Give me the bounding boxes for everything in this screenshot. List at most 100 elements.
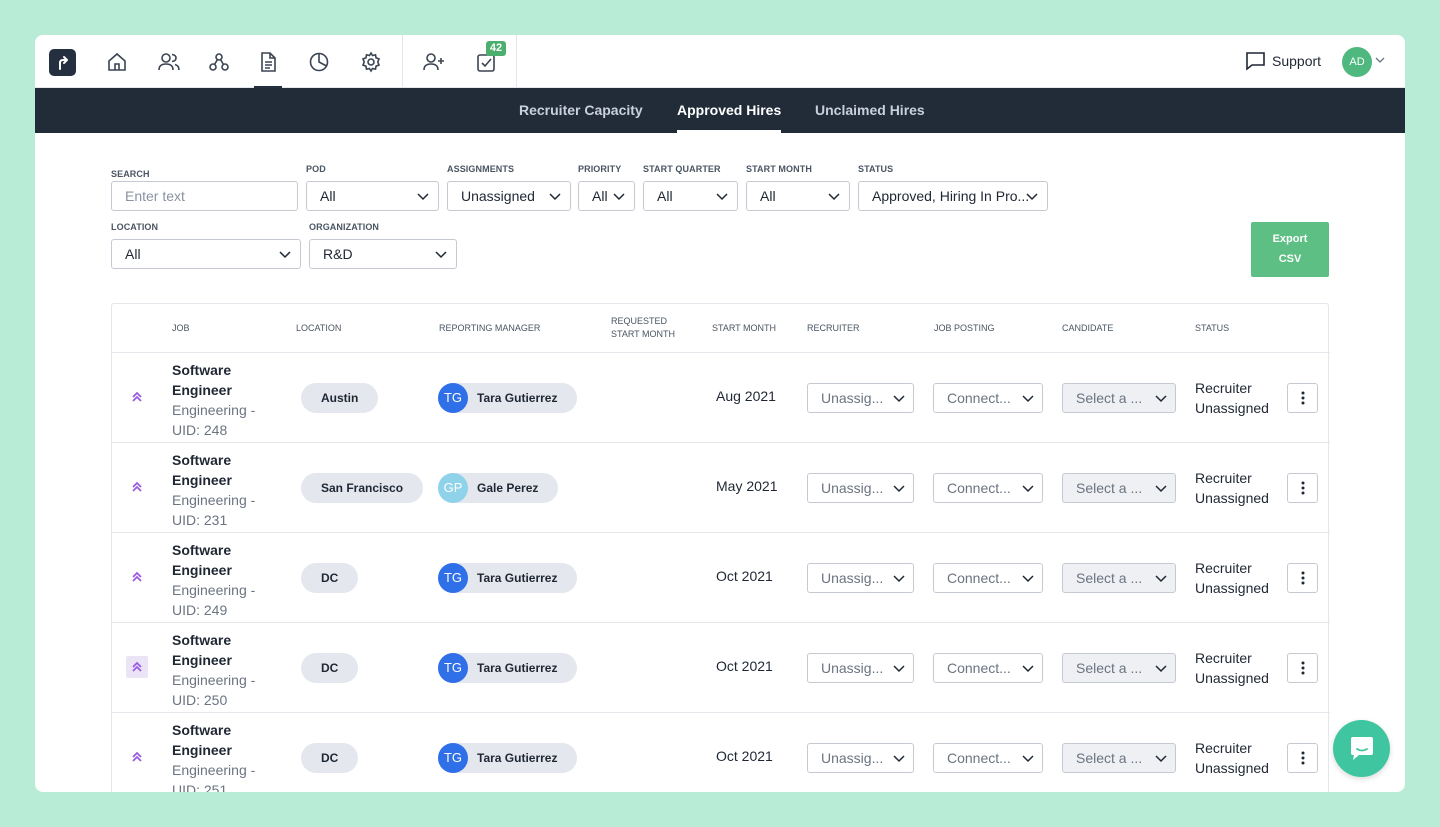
column-header-job-posting[interactable]: JOB POSTING [934, 322, 995, 333]
table-row[interactable]: Software Engineer Engineering - UID: 250… [112, 623, 1330, 713]
job-cell[interactable]: Software Engineer Engineering - UID: 251 [172, 720, 282, 792]
recruiter-select[interactable]: Unassig... [807, 653, 914, 683]
candidate-select[interactable]: Select a ... [1062, 653, 1176, 683]
candidate-value: Select a ... [1076, 570, 1143, 586]
column-header-candidate[interactable]: CANDIDATE [1062, 322, 1114, 333]
job-cell[interactable]: Software Engineer Engineering - UID: 231 [172, 450, 282, 530]
chevron-down-icon [613, 193, 625, 201]
start-month-select[interactable]: All [746, 181, 850, 211]
recruiter-select[interactable]: Unassig... [807, 563, 914, 593]
candidate-select[interactable]: Select a ... [1062, 473, 1176, 503]
candidate-select[interactable]: Select a ... [1062, 383, 1176, 413]
status-select[interactable]: Approved, Hiring In Pro... [858, 181, 1048, 211]
top-navigation: 42 Support AD [35, 35, 1405, 88]
start-quarter-select[interactable]: All [643, 181, 738, 211]
priority-high-icon[interactable] [126, 386, 148, 408]
column-header-status[interactable]: STATUS [1195, 322, 1230, 333]
recruiter-value: Unassig... [821, 570, 884, 586]
job-posting-select[interactable]: Connect... [933, 743, 1043, 773]
search-input[interactable]: Enter text [111, 181, 298, 211]
organization-select[interactable]: R&D [309, 239, 457, 269]
location-select[interactable]: All [111, 239, 301, 269]
recruiter-select[interactable]: Unassig... [807, 383, 914, 413]
candidate-value: Select a ... [1076, 660, 1143, 676]
header-divider [112, 352, 1330, 353]
job-title: Software [172, 632, 232, 648]
column-header-requested-start-month[interactable]: REQUESTED START MONTH [611, 304, 675, 352]
job-title: Engineer [172, 472, 232, 488]
job-posting-value: Connect... [947, 480, 1011, 496]
start-month-value: All [760, 188, 776, 204]
table-row[interactable]: Software Engineer Engineering - UID: 231… [112, 443, 1330, 533]
manager-pill: TG Tara Gutierrez [438, 383, 578, 413]
column-header-job[interactable]: JOB [172, 322, 190, 333]
document-icon[interactable] [254, 48, 282, 88]
pie-chart-icon[interactable] [305, 48, 333, 76]
priority-high-icon[interactable] [126, 656, 148, 678]
org-chart-icon[interactable] [205, 48, 233, 76]
priority-high-icon[interactable] [126, 746, 148, 768]
table-row[interactable]: Software Engineer Engineering - UID: 249… [112, 533, 1330, 623]
people-icon[interactable] [155, 48, 183, 76]
pod-select[interactable]: All [306, 181, 439, 211]
chevron-down-icon [435, 251, 447, 259]
manager-pill: GP Gale Perez [438, 473, 559, 503]
table-row[interactable]: Software Engineer Engineering - UID: 248… [112, 353, 1330, 443]
row-actions-button[interactable] [1287, 473, 1318, 503]
job-cell[interactable]: Software Engineer Engineering - UID: 248 [172, 360, 282, 440]
sub-navigation: Recruiter Capacity Approved Hires Unclai… [35, 88, 1405, 133]
row-actions-button[interactable] [1287, 383, 1318, 413]
job-title: Software [172, 452, 232, 468]
chevron-down-icon [716, 193, 728, 201]
status-line: Recruiter [1195, 650, 1252, 666]
status-cell: Recruiter Unassigned [1195, 468, 1269, 508]
manager-name: Tara Gutierrez [477, 751, 558, 765]
job-posting-select[interactable]: Connect... [933, 473, 1043, 503]
gear-icon[interactable] [357, 48, 385, 76]
kebab-menu-icon [1301, 481, 1304, 495]
job-posting-select[interactable]: Connect... [933, 563, 1043, 593]
tab-approved-hires[interactable]: Approved Hires [677, 88, 782, 133]
app-logo-icon[interactable] [49, 49, 76, 76]
job-posting-select[interactable]: Connect... [933, 653, 1043, 683]
priority-high-icon[interactable] [126, 566, 148, 588]
chevron-down-icon [1022, 575, 1034, 583]
header-line: REQUESTED [611, 316, 668, 326]
location-pill: DC [301, 653, 359, 683]
priority-high-icon[interactable] [126, 476, 148, 498]
home-icon[interactable] [103, 48, 131, 76]
column-header-recruiter[interactable]: RECRUITER [807, 322, 860, 333]
recruiter-select[interactable]: Unassig... [807, 473, 914, 503]
column-header-start-month[interactable]: START MONTH [712, 322, 777, 333]
priority-select[interactable]: All [578, 181, 635, 211]
chat-widget-button[interactable] [1333, 720, 1390, 777]
job-posting-select[interactable]: Connect... [933, 383, 1043, 413]
table-row[interactable]: Software Engineer Engineering - UID: 251… [112, 713, 1330, 792]
column-header-location[interactable]: LOCATION [296, 322, 342, 333]
candidate-select[interactable]: Select a ... [1062, 743, 1176, 773]
add-user-icon[interactable] [420, 48, 448, 76]
assignments-value: Unassigned [461, 188, 535, 204]
status-line: Recruiter [1195, 470, 1252, 486]
job-cell[interactable]: Software Engineer Engineering - UID: 249 [172, 540, 282, 620]
tab-recruiter-capacity[interactable]: Recruiter Capacity [519, 102, 643, 118]
tab-unclaimed-hires[interactable]: Unclaimed Hires [815, 102, 925, 118]
row-actions-button[interactable] [1287, 653, 1318, 683]
row-actions-button[interactable] [1287, 743, 1318, 773]
assignments-select[interactable]: Unassigned [447, 181, 571, 211]
manager-pill: TG Tara Gutierrez [438, 563, 578, 593]
job-cell[interactable]: Software Engineer Engineering - UID: 250 [172, 630, 282, 710]
location-pill: DC [301, 563, 359, 593]
support-link[interactable]: Support [1245, 51, 1321, 71]
chevron-down-icon[interactable] [1375, 56, 1385, 64]
column-header-reporting-manager[interactable]: REPORTING MANAGER [439, 322, 541, 333]
user-avatar[interactable]: AD [1342, 47, 1372, 77]
candidate-select[interactable]: Select a ... [1062, 563, 1176, 593]
recruiter-select[interactable]: Unassig... [807, 743, 914, 773]
export-csv-button[interactable]: Export CSV [1251, 222, 1329, 277]
assignments-label: ASSIGNMENTS [447, 164, 515, 174]
row-actions-button[interactable] [1287, 563, 1318, 593]
support-label: Support [1272, 53, 1322, 69]
status-line: Recruiter [1195, 380, 1252, 396]
manager-name: Gale Perez [477, 481, 539, 495]
